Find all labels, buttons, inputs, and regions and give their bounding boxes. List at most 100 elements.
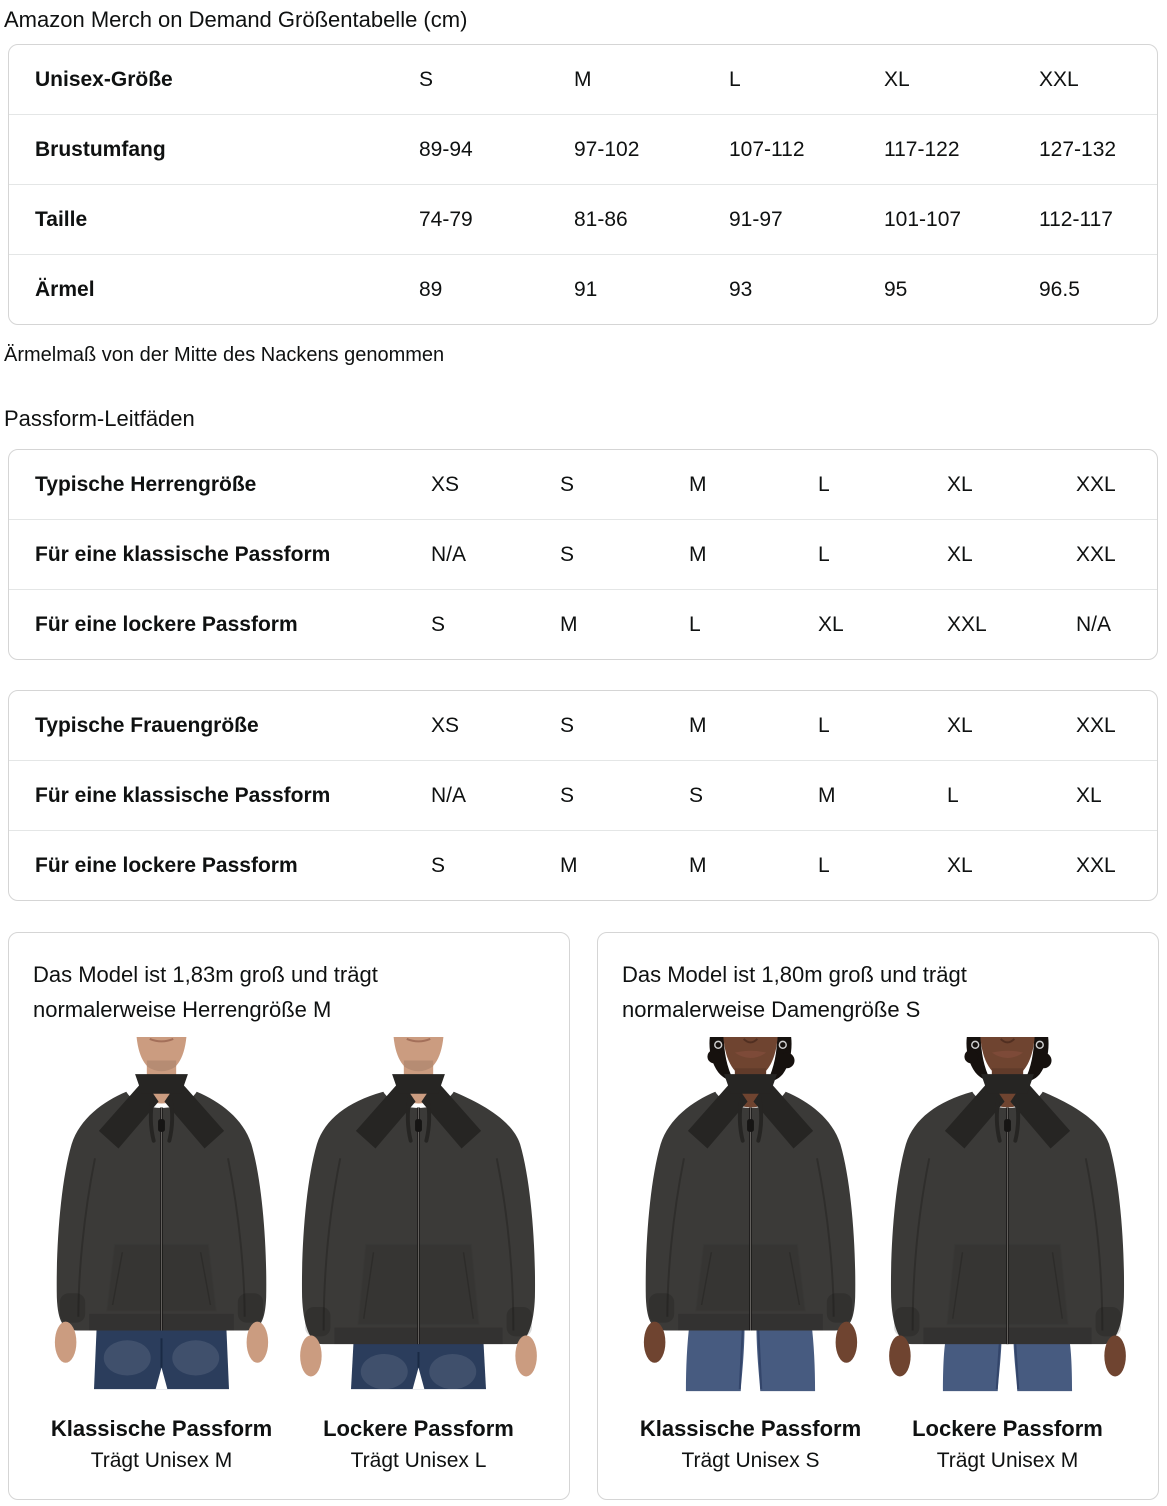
table-cell: L xyxy=(818,472,830,496)
row-label: Typische Herrengröße xyxy=(35,472,257,496)
model-photo-men-classic xyxy=(33,1037,290,1397)
model-figure: Klassische Passform Trägt Unisex S xyxy=(622,1037,879,1474)
table-cell: 101-107 xyxy=(884,207,962,231)
table-cell: N/A xyxy=(431,783,467,807)
figures-row: Klassische Passform Trägt Unisex M xyxy=(33,1037,545,1474)
table-cell: 112-117 xyxy=(1039,207,1113,231)
table-cell: 117-122 xyxy=(884,137,960,161)
table-cell: L xyxy=(818,542,830,566)
model-figure: Klassische Passform Trägt Unisex M xyxy=(33,1037,290,1474)
row-label: Typische Frauengröße xyxy=(35,713,259,737)
caption-size: Trägt Unisex L xyxy=(350,1449,487,1472)
table-cell: M xyxy=(574,67,592,91)
table-cell: S xyxy=(431,612,446,636)
table-row: Unisex-Größe S M L XL XXL xyxy=(9,45,1157,114)
table-cell: L xyxy=(689,612,701,636)
table-cell: XS xyxy=(431,472,460,496)
table-cell: 81-86 xyxy=(574,207,628,231)
table-cell: XXL xyxy=(1076,853,1116,877)
table-cell: M xyxy=(689,472,707,496)
unisex-size-table: Unisex-Größe S M L XL XXL Brustumfang 89… xyxy=(8,44,1158,325)
table-cell: L xyxy=(947,783,959,807)
model-photo-women-loose xyxy=(879,1037,1136,1397)
table-cell: S xyxy=(431,853,446,877)
table-cell: XL xyxy=(947,853,973,877)
table-row: Für eine klassische Passform N/A S M L X… xyxy=(9,519,1157,589)
model-card-men: Das Model ist 1,83m groß und trägt norma… xyxy=(8,932,570,1500)
table-cell: XL xyxy=(1076,783,1102,807)
caption-size: Trägt Unisex M xyxy=(90,1449,233,1472)
row-label: Brustumfang xyxy=(35,137,166,161)
card-description: Das Model ist 1,80m groß und trägt norma… xyxy=(622,962,967,1022)
table-cell: XL xyxy=(884,67,910,91)
row-label: Unisex-Größe xyxy=(35,67,173,91)
table-cell: S xyxy=(419,67,434,91)
table-cell: 95 xyxy=(884,277,908,301)
row-label: Für eine klassische Passform xyxy=(35,783,331,807)
table-cell: L xyxy=(729,67,741,91)
table-cell: XXL xyxy=(947,612,987,636)
model-card-women: Das Model ist 1,80m groß und trägt norma… xyxy=(597,932,1159,1500)
table-cell: 127-132 xyxy=(1039,137,1117,161)
table-cell: XXL xyxy=(1076,542,1116,566)
table-cell: S xyxy=(560,472,575,496)
row-label: Ärmel xyxy=(35,277,95,301)
table-cell: M xyxy=(818,783,836,807)
row-label: Für eine klassische Passform xyxy=(35,542,331,566)
table-cell: M xyxy=(689,853,707,877)
table-cell: M xyxy=(689,542,707,566)
table-cell: XL xyxy=(947,472,973,496)
model-figure: Lockere Passform Trägt Unisex M xyxy=(879,1037,1136,1474)
table-cell: 89-94 xyxy=(419,137,473,161)
row-label: Für eine lockere Passform xyxy=(35,612,298,636)
table-cell: S xyxy=(560,542,575,566)
table-cell: 93 xyxy=(729,277,753,301)
table-cell: L xyxy=(818,713,830,737)
fit-guides-heading: Passform-Leitfäden xyxy=(4,406,195,431)
table-cell: N/A xyxy=(1076,612,1112,636)
page-title: Amazon Merch on Demand Größentabelle (cm… xyxy=(4,7,468,32)
table-row: Ärmel 89 91 93 95 96.5 xyxy=(9,254,1157,324)
table-cell: XL xyxy=(947,542,973,566)
table-cell: M xyxy=(560,612,578,636)
table-cell: M xyxy=(560,853,578,877)
table-cell: XL xyxy=(947,713,973,737)
table-cell: 89 xyxy=(419,277,443,301)
table-cell: 91-97 xyxy=(729,207,783,231)
model-figure: Lockere Passform Trägt Unisex L xyxy=(290,1037,547,1474)
table-cell: N/A xyxy=(431,542,467,566)
table-cell: XXL xyxy=(1076,472,1116,496)
caption-size: Trägt Unisex M xyxy=(936,1449,1079,1472)
table-cell: S xyxy=(560,783,575,807)
figures-row: Klassische Passform Trägt Unisex S xyxy=(622,1037,1134,1474)
card-description: Das Model ist 1,83m groß und trägt norma… xyxy=(33,962,378,1022)
table-row: Brustumfang 89-94 97-102 107-112 117-122… xyxy=(9,114,1157,184)
table-row: Für eine lockere Passform S M L XL XXL N… xyxy=(9,589,1157,659)
womens-fit-table: Typische Frauengröße XS S M L XL XXL Für… xyxy=(8,690,1158,901)
table-cell: S xyxy=(689,783,704,807)
table-cell: L xyxy=(818,853,830,877)
table-cell: 91 xyxy=(574,277,598,301)
table-row: Für eine klassische Passform N/A S S M L… xyxy=(9,760,1157,830)
caption-fit: Klassische Passform xyxy=(50,1416,273,1441)
table-row: Typische Frauengröße XS S M L XL XXL xyxy=(9,691,1157,760)
row-label: Taille xyxy=(35,207,88,231)
table-cell: 74-79 xyxy=(419,207,473,231)
table-row: Typische Herrengröße XS S M L XL XXL xyxy=(9,450,1157,519)
caption-fit: Lockere Passform xyxy=(323,1416,514,1441)
table-cell: M xyxy=(689,713,707,737)
table-cell: 97-102 xyxy=(574,137,640,161)
sleeve-measure-note: Ärmelmaß von der Mitte des Nackens genom… xyxy=(4,344,445,366)
table-row: Für eine lockere Passform S M M L XL XXL xyxy=(9,830,1157,900)
table-cell: S xyxy=(560,713,575,737)
table-cell: XS xyxy=(431,713,460,737)
caption-size: Trägt Unisex S xyxy=(681,1449,820,1472)
caption-fit: Lockere Passform xyxy=(912,1416,1103,1441)
table-cell: 96.5 xyxy=(1039,277,1080,301)
caption-fit: Klassische Passform xyxy=(639,1416,862,1441)
mens-fit-table: Typische Herrengröße XS S M L XL XXL Für… xyxy=(8,449,1158,660)
table-cell: XL xyxy=(818,612,844,636)
table-cell: XXL xyxy=(1039,67,1079,91)
row-label: Für eine lockere Passform xyxy=(35,853,298,877)
model-photo-women-classic xyxy=(622,1037,879,1397)
